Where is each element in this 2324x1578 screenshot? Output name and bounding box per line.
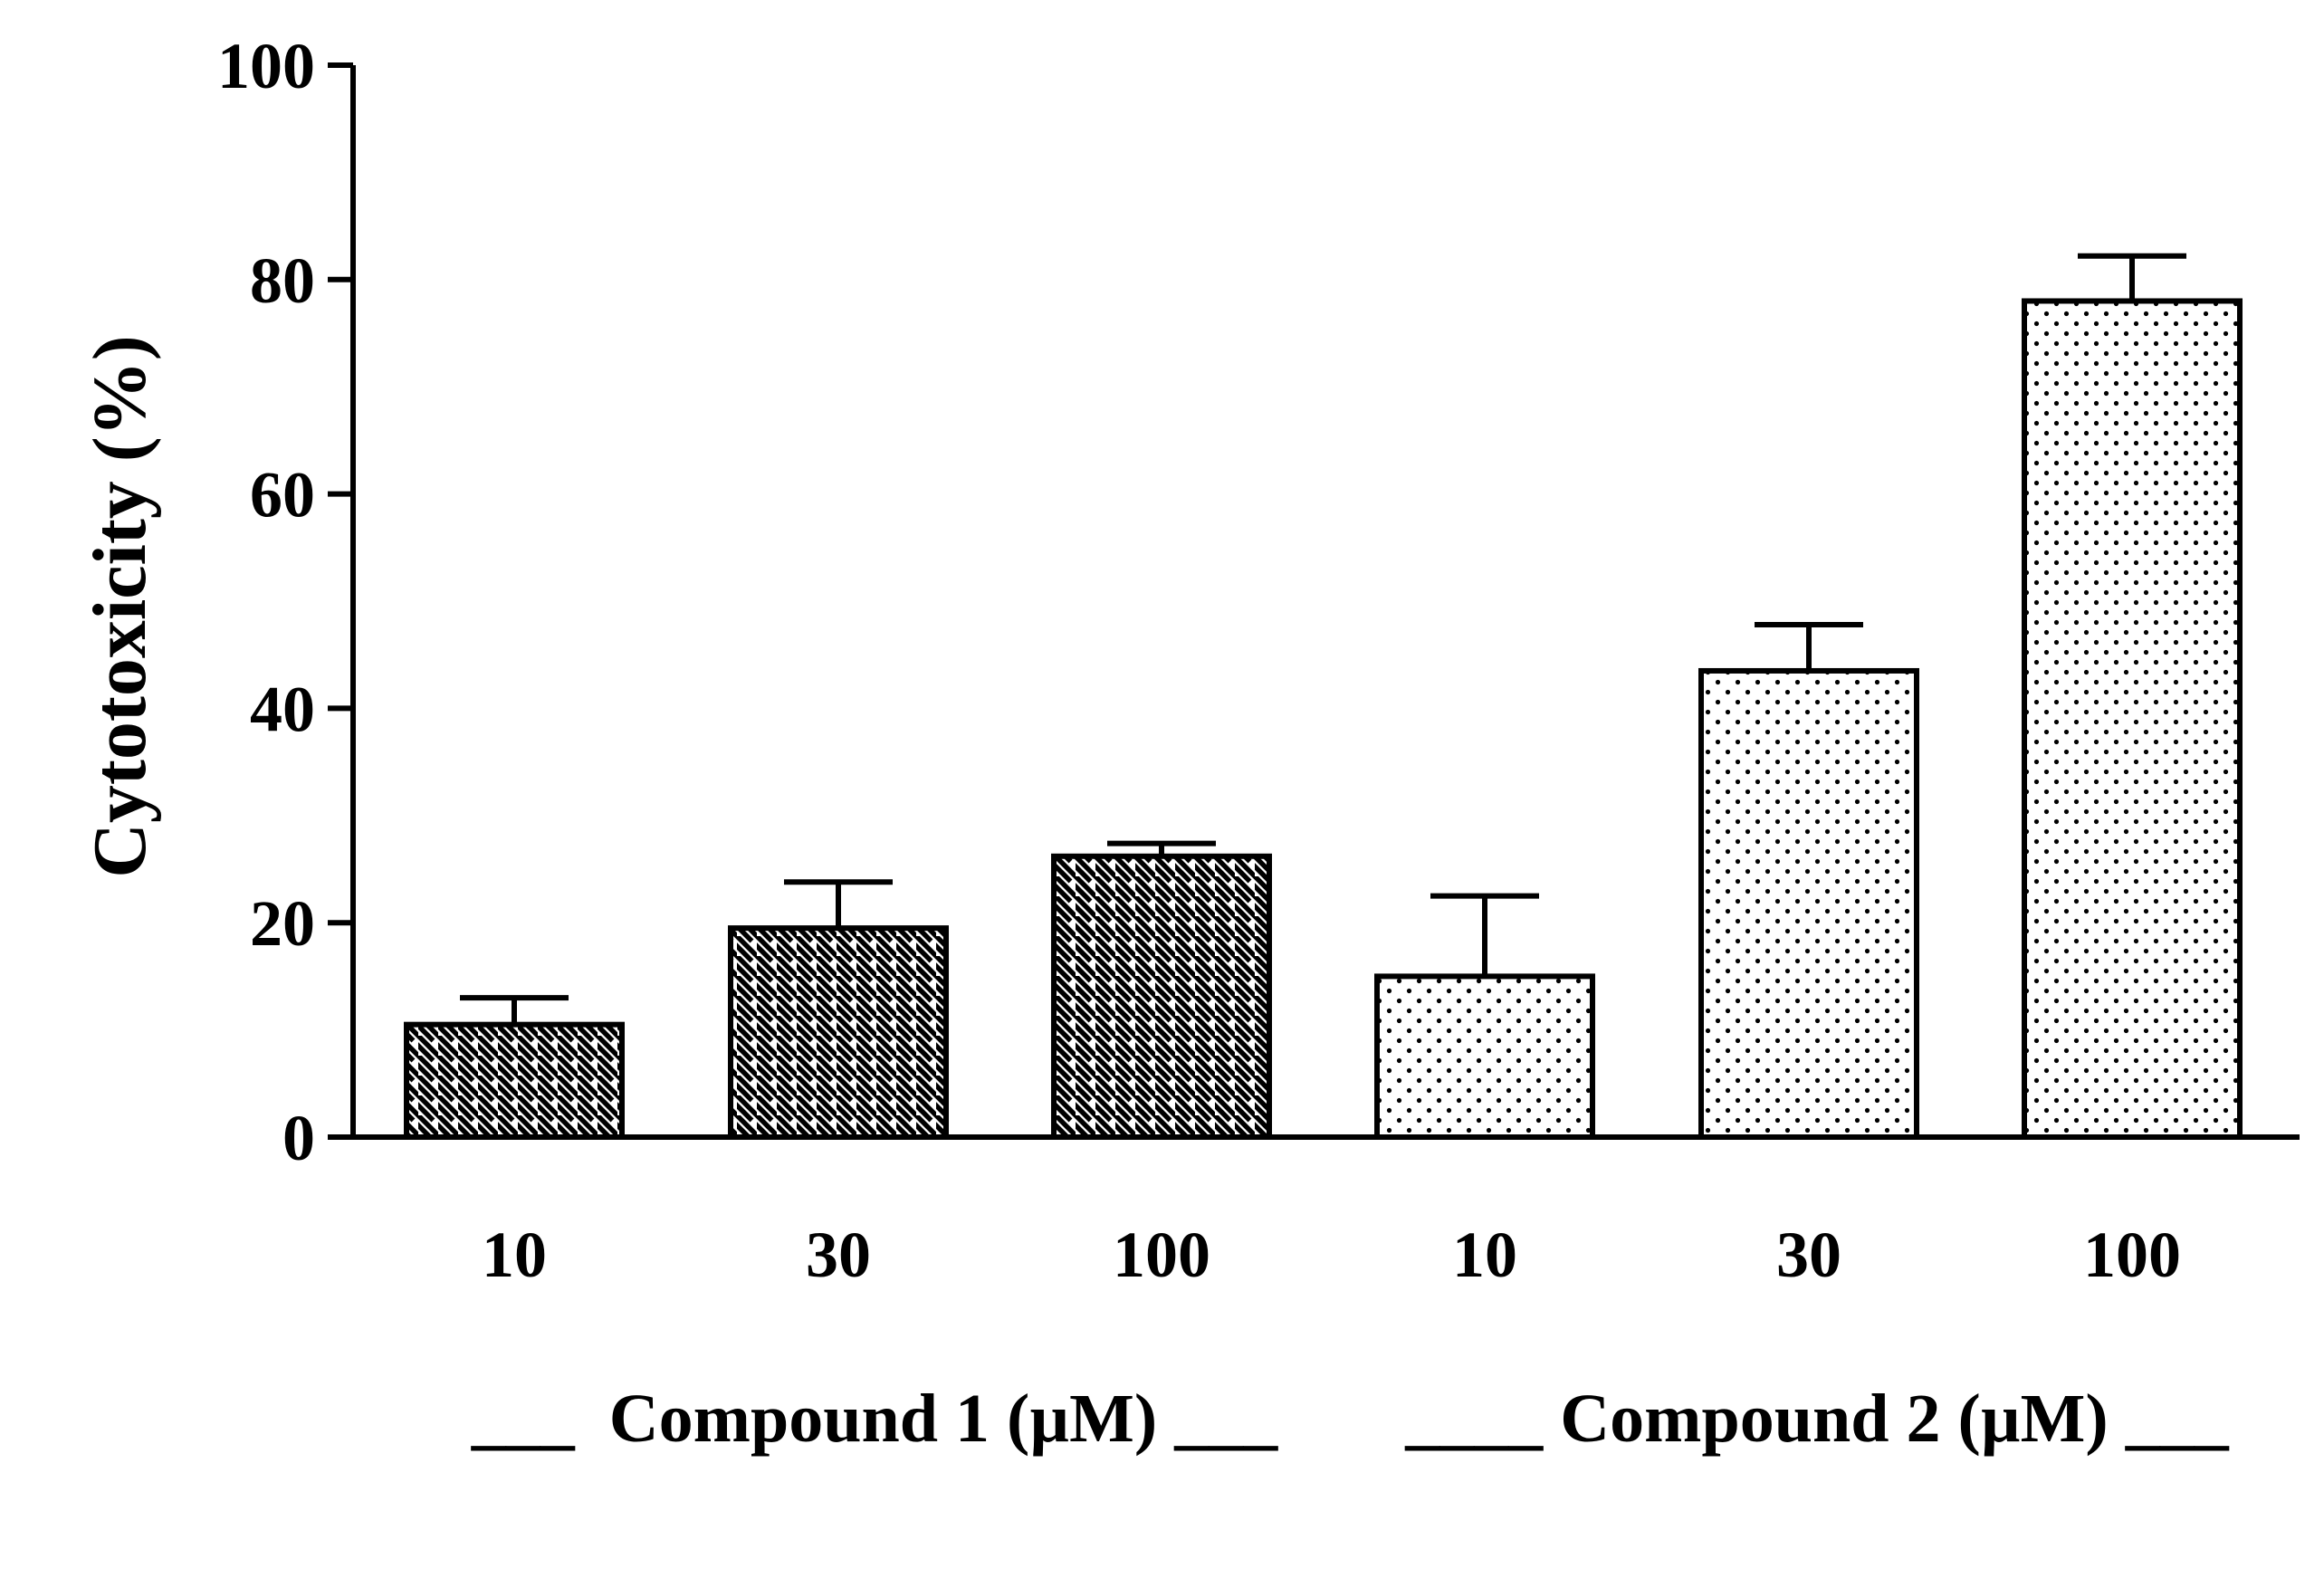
bar-4 <box>1374 973 1595 1141</box>
x-tick-label: 100 <box>1113 1219 1210 1291</box>
y-axis: 0 20 40 60 80 100 <box>217 30 356 1174</box>
bar-2 <box>728 925 949 1140</box>
y-tick-label: 80 <box>250 244 315 317</box>
x-tick-label: 10 <box>1452 1219 1517 1291</box>
bar-6 <box>2022 298 2243 1141</box>
group-label-compound-1: ___ Compound 1 (µM) ___ <box>471 1381 1278 1457</box>
x-tick-label: 30 <box>1776 1219 1841 1291</box>
x-tick-label: 30 <box>806 1219 871 1291</box>
y-tick-label: 0 <box>282 1102 315 1174</box>
y-axis-label: Cytotoxicity (%) <box>78 335 162 877</box>
bar-5 <box>1698 667 1919 1140</box>
y-tick-label: 100 <box>217 30 315 102</box>
bar-3 <box>1051 853 1272 1140</box>
x-tick-label: 10 <box>482 1219 547 1291</box>
y-tick-label: 60 <box>250 459 315 531</box>
y-tick-label: 20 <box>250 887 315 960</box>
group-label-compound-2: ____ Compound 2 (µM) ___ <box>1404 1381 2229 1457</box>
y-tick-label: 40 <box>250 673 315 745</box>
bar-1 <box>404 1021 625 1141</box>
x-tick-label: 100 <box>2083 1219 2181 1291</box>
